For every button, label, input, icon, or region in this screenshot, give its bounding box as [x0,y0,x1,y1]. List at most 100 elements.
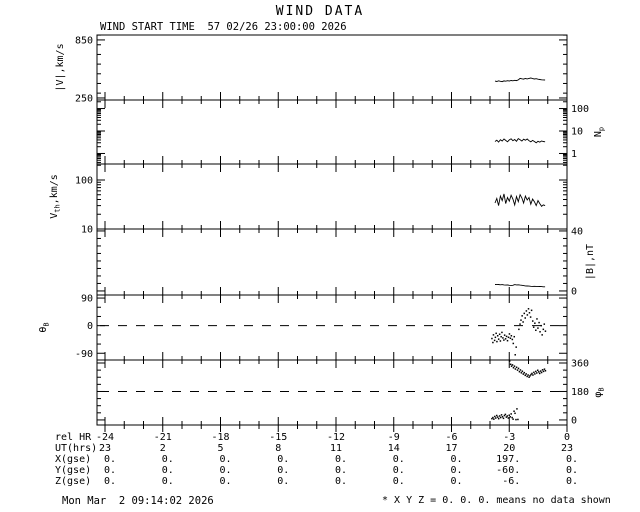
tick-label: 0 [564,432,570,443]
tick-label: 40 [571,226,583,237]
tick-label: 2 [160,443,166,454]
panel-field-magnitude: 0 40|B|,nT [96,226,596,297]
tick-label: 17 [445,443,457,454]
tick-label: 0. [393,476,405,487]
tick-label: 0. [277,465,289,476]
panel-thermal-speed: 10 100 Vth,km/s [49,163,568,236]
tick-label: 0 [571,415,577,426]
tick-label: 0. [566,465,578,476]
tick-label: 10 [81,225,93,236]
panel-frame [96,99,568,165]
tick-label: 0. [219,454,231,465]
panel-ticks [97,164,568,230]
generated-timestamp: Mon Mar 2 09:14:02 2026 [62,495,214,507]
panel-frame [96,228,568,296]
panel-frame [96,359,568,426]
theta-b-axis-title: θB [38,322,51,332]
tick-label: Z(gse) [55,476,91,487]
tick-label: 250 [75,93,93,104]
tick-label: rel HR [55,432,92,443]
panel-ticks [97,229,568,295]
tick-label: 0. [277,476,289,487]
tick-label: 0. [104,465,116,476]
tick-label: 5 [217,443,223,454]
tick-label: 20 [503,443,515,454]
tick-label: 0. [450,465,462,476]
tick-label: 0. [219,465,231,476]
tick-label: 0. [393,465,405,476]
tick-label: 100 [571,104,589,115]
phi-b-scatter [491,360,547,421]
start-time-label: WIND START TIME 57 02/26 23:00:00 2026 [100,21,347,33]
tick-label: 0. [566,476,578,487]
tick-label: 0. [450,454,462,465]
tick-label: 0. [162,476,174,487]
tick-label: 1 [571,149,577,160]
field-magnitude-trace [494,284,546,288]
tick-label: Y(gse) [55,465,91,476]
panel-speed: 250 850 |V|,km/s [55,34,568,104]
panel-ticks [97,295,568,360]
theta-b-scatter [491,308,547,356]
tick-label: -24 [96,432,114,443]
tick-label: 0. [277,454,289,465]
no-data-note: * X Y Z = 0. 0. 0. means no data shown [382,495,611,506]
panel-ticks [97,360,568,425]
tick-label: 0. [335,454,347,465]
tick-label: X(gse) [55,454,91,465]
panel-ticks [97,100,568,164]
tick-label: -21 [154,432,172,443]
tick-label: 0 [87,321,93,332]
panel-ticks [97,34,568,100]
tick-label: 0. [162,454,174,465]
tick-label: 0. [393,454,405,465]
tick-label: -60. [496,465,520,476]
tick-label: 90 [81,294,93,305]
tick-label: -9 [388,432,400,443]
tick-label: -18 [211,432,229,443]
tick-label: 0. [162,465,174,476]
tick-label: 360 [571,359,589,370]
tick-label: 14 [388,443,400,454]
tick-label: UT(hrs) [55,443,97,454]
bottom-axis-comb [104,425,568,432]
time-axis-table: rel HR -24 -21 -18 -15 -12 -9 -6 -3 0UT(hrs) 23 2 5 8… [55,432,578,487]
panel-phi-b: 0 180 360 φB [96,359,606,426]
tick-label: 23 [99,443,111,454]
tick-label: 197. [496,454,520,465]
tick-label: 23 [561,443,573,454]
tick-label: 11 [330,443,342,454]
plot-root: 250850|V|,km/s110100Np10100Vth,km/s040|B… [38,34,606,487]
page-title: WIND DATA [275,4,365,19]
tick-label: -90 [75,349,93,360]
tick-label: 0. [104,454,116,465]
tick-label: 180 [571,387,589,398]
phi-b-axis-title: φB [593,387,606,397]
panel-frame [96,294,568,361]
panel-frame [96,34,568,101]
tick-label: 850 [75,35,93,46]
tick-label: 0. [566,454,578,465]
proton-density-trace [494,137,546,144]
tick-label: 0. [104,476,116,487]
tick-label: -6 [445,432,457,443]
tick-label: 8 [275,443,281,454]
tick-label: 100 [75,175,93,186]
tick-label: 0. [450,476,462,487]
field-magnitude-axis-title: |B|,nT [585,244,596,280]
speed-axis-title: |V|,km/s [55,43,66,91]
tick-label: -15 [269,432,287,443]
speed-trace [494,77,546,83]
tick-label: 0. [335,476,347,487]
panel-proton-density: 1 10 100 Np [96,99,606,165]
tick-label: -12 [327,432,345,443]
tick-label: 10 [571,127,583,138]
thermal-speed-axis-title: Vth,km/s [49,174,62,219]
tick-label: -6. [502,476,520,487]
tick-label: -3 [503,432,515,443]
proton-density-axis-title: Np [593,127,606,137]
panel-frame [96,163,568,230]
thermal-speed-trace [494,193,546,207]
